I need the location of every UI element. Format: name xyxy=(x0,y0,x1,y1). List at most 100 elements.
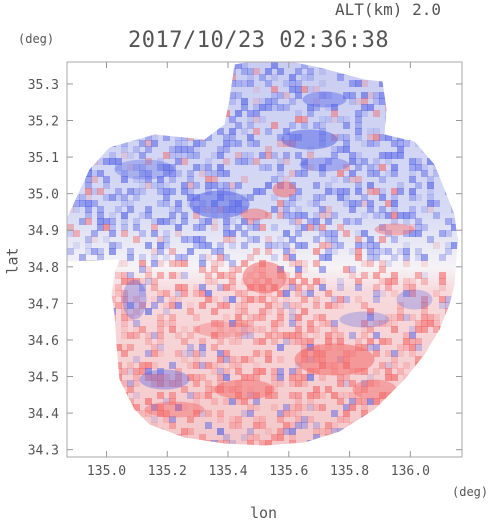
heatmap-cell xyxy=(397,344,404,351)
heatmap-cell xyxy=(127,344,134,351)
heatmap-cell xyxy=(73,266,80,273)
heatmap-cell xyxy=(145,134,152,141)
heatmap-cell xyxy=(181,182,188,189)
heatmap-cell xyxy=(265,212,272,219)
heatmap-cell xyxy=(91,404,98,411)
heatmap-cell xyxy=(169,440,176,446)
heatmap-cell xyxy=(397,446,404,453)
heatmap-cell xyxy=(391,278,398,285)
heatmap-cell xyxy=(67,428,74,435)
heatmap-cell xyxy=(379,92,386,99)
heatmap-cell xyxy=(121,110,128,117)
heatmap-cell xyxy=(223,440,230,446)
heatmap-cell xyxy=(157,74,164,81)
heatmap-cell xyxy=(73,62,80,69)
heatmap-cell xyxy=(205,392,212,399)
heatmap-cluster xyxy=(396,289,433,310)
heatmap-cell xyxy=(121,92,128,99)
heatmap-cell xyxy=(67,248,74,255)
heatmap-cell xyxy=(385,68,392,75)
heatmap-cell xyxy=(403,212,410,219)
heatmap-cell xyxy=(139,110,146,117)
heatmap-cell xyxy=(367,206,374,213)
heatmap-cell xyxy=(223,170,230,177)
heatmap-cell xyxy=(157,332,164,339)
heatmap-cell xyxy=(265,104,272,111)
heatmap-cell xyxy=(313,212,320,219)
heatmap-cell xyxy=(97,404,104,411)
heatmap-cell xyxy=(361,242,368,249)
heatmap-cell xyxy=(217,350,224,357)
heatmap-cell xyxy=(451,314,458,321)
heatmap-cell xyxy=(391,356,398,363)
heatmap-cell xyxy=(427,416,434,423)
heatmap-cell xyxy=(241,434,248,441)
heatmap-cell xyxy=(439,230,446,237)
heatmap-cell xyxy=(307,104,314,111)
heatmap-cell xyxy=(193,410,200,417)
heatmap-cell xyxy=(265,446,272,453)
heatmap-cell xyxy=(379,224,386,231)
heatmap-cell xyxy=(385,350,392,357)
heatmap-cell xyxy=(427,392,434,399)
heatmap-cell xyxy=(403,80,410,87)
heatmap-cell xyxy=(181,188,188,195)
heatmap-cell xyxy=(373,188,380,195)
heatmap-cell xyxy=(211,362,218,369)
heatmap-cell xyxy=(301,374,308,381)
heatmap-cell xyxy=(97,170,104,177)
heatmap-cell xyxy=(151,380,158,387)
heatmap-cell xyxy=(349,176,356,183)
timestamp-title: 2017/10/23 02:36:38 xyxy=(128,28,390,53)
heatmap-cell xyxy=(277,170,284,177)
heatmap-cell xyxy=(301,380,308,387)
heatmap-cell xyxy=(223,224,230,231)
heatmap-cell xyxy=(313,104,320,111)
heatmap-cell xyxy=(451,128,458,135)
heatmap-cell xyxy=(331,338,338,345)
heatmap-cell xyxy=(367,308,374,315)
heatmap-cell xyxy=(223,134,230,141)
heatmap-cell xyxy=(289,380,296,387)
heatmap-cell xyxy=(151,230,158,237)
heatmap-cell xyxy=(247,428,254,435)
heatmap-cell xyxy=(355,248,362,255)
heatmap-cell xyxy=(157,68,164,75)
heatmap-cell xyxy=(175,404,182,411)
heatmap-cell xyxy=(451,296,458,303)
heatmap-cluster xyxy=(242,261,287,294)
heatmap-cell xyxy=(85,398,92,405)
heatmap-cell xyxy=(325,158,332,165)
heatmap-cell xyxy=(205,62,212,69)
heatmap-cell xyxy=(361,104,368,111)
heatmap-cell xyxy=(289,302,296,309)
heatmap-cell xyxy=(421,206,428,213)
heatmap-cell xyxy=(121,212,128,219)
heatmap-cell xyxy=(175,374,182,381)
heatmap-cell xyxy=(127,278,134,285)
heatmap-cell xyxy=(349,158,356,165)
heatmap-cell xyxy=(307,374,314,381)
heatmap-cell xyxy=(307,86,314,93)
heatmap-cell xyxy=(403,86,410,93)
heatmap-cell xyxy=(79,170,86,177)
heatmap-cell xyxy=(271,242,278,249)
heatmap-cell xyxy=(121,332,128,339)
heatmap-cell xyxy=(229,188,236,195)
heatmap-cell xyxy=(139,116,146,123)
heatmap-cell xyxy=(121,116,128,123)
heatmap-cell xyxy=(91,374,98,381)
heatmap-cell xyxy=(301,308,308,315)
heatmap-cell xyxy=(349,428,356,435)
heatmap-cell xyxy=(379,62,386,69)
heatmap-cell xyxy=(151,416,158,423)
heatmap-cell xyxy=(115,242,122,249)
heatmap-cell xyxy=(109,140,116,147)
heatmap-cell xyxy=(115,290,122,297)
heatmap-cell xyxy=(313,314,320,321)
heatmap-cell xyxy=(289,74,296,81)
heatmap-cell xyxy=(427,320,434,327)
heatmap-cell xyxy=(355,116,362,123)
heatmap-cell xyxy=(103,116,110,123)
heatmap-cell xyxy=(109,62,116,69)
